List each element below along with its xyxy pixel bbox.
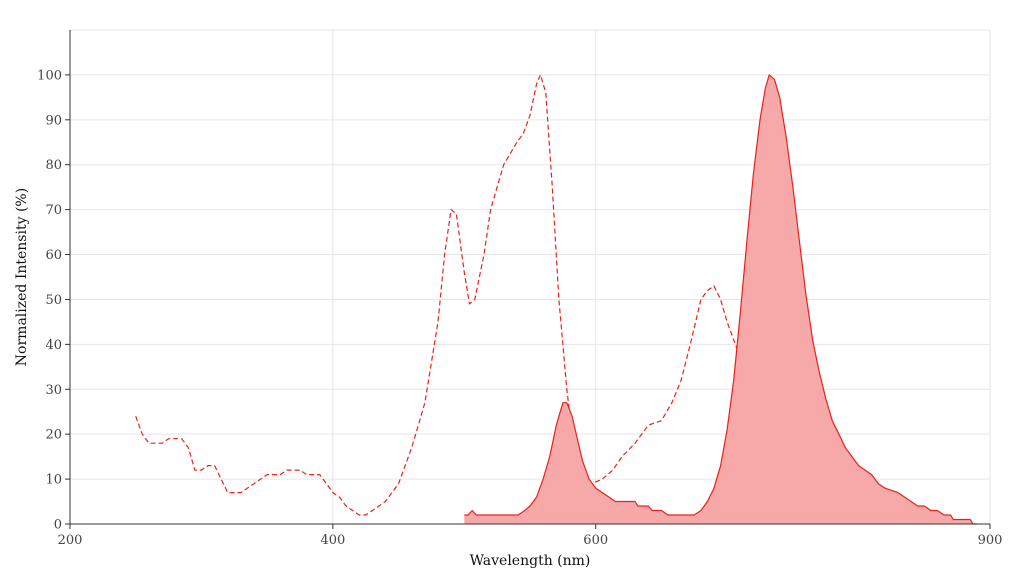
y-tick-label: 90 — [45, 113, 62, 128]
axes — [69, 30, 990, 525]
y-tick-label: 80 — [45, 158, 62, 173]
y-tick-label: 20 — [45, 428, 62, 443]
y-tick-label: 0 — [54, 518, 62, 533]
emission-line — [464, 74, 977, 525]
y-tick-label: 40 — [45, 338, 62, 353]
y-tick-label: 50 — [45, 293, 62, 308]
y-tick-label: 10 — [45, 473, 62, 488]
y-tick-label: 30 — [45, 383, 62, 398]
excitation-dashed-line — [135, 74, 807, 525]
grid — [70, 29, 991, 524]
y-ticks: 0 10 20 30 40 50 60 70 80 90 100 — [37, 68, 70, 533]
x-tick-label: 400 — [320, 533, 345, 548]
series-layer — [135, 74, 977, 525]
y-tick-label: 70 — [45, 203, 62, 218]
x-tick-label: 900 — [978, 533, 1003, 548]
y-tick-label: 100 — [37, 68, 62, 83]
x-ticks: 200 400 600 900 — [58, 524, 1003, 548]
y-axis-title: Normalized Intensity (%) — [14, 188, 30, 366]
y-tick-label: 60 — [45, 248, 62, 263]
x-axis-title: Wavelength (nm) — [470, 553, 591, 569]
x-tick-label: 600 — [583, 533, 608, 548]
x-tick-label: 200 — [58, 533, 83, 548]
